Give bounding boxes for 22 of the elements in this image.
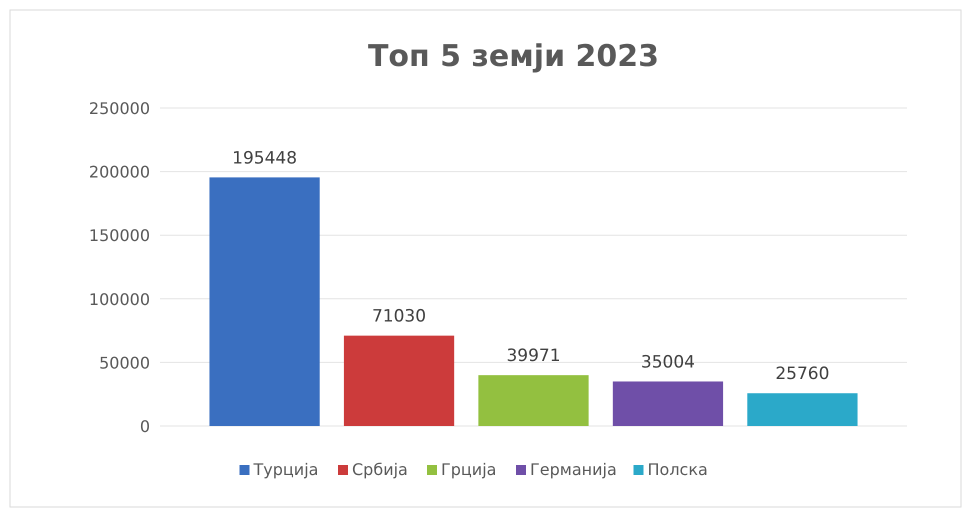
bar: [612, 381, 724, 426]
legend-label: Грција: [441, 460, 496, 479]
y-tick-label: 150000: [88, 226, 150, 246]
legend-label: Србија: [352, 460, 408, 479]
bar: [747, 393, 858, 426]
y-tick-label: 100000: [88, 290, 150, 309]
data-label: 195448: [232, 148, 298, 168]
data-label: 71030: [372, 306, 426, 327]
bar: [344, 336, 454, 426]
bar: [478, 375, 589, 426]
y-tick-label: 50000: [99, 353, 150, 372]
legend-label: Германија: [530, 460, 617, 479]
legend-label: Турција: [252, 460, 318, 479]
y-tick-label: 250000: [88, 99, 150, 118]
data-label: 25760: [775, 364, 830, 384]
y-tick-label: 0: [140, 417, 150, 436]
chart-title: Топ 5 земји 2023: [368, 39, 660, 74]
legend-label: Полска: [648, 460, 708, 479]
data-label: 35004: [640, 352, 696, 372]
bar: [209, 177, 320, 426]
y-tick-label: 200000: [88, 162, 150, 182]
data-label: 39971: [506, 346, 561, 366]
